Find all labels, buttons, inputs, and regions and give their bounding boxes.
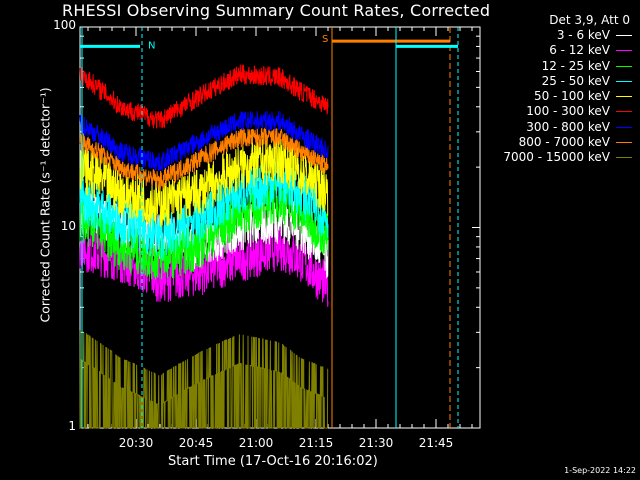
legend-label: 800 - 7000 keV — [518, 135, 610, 150]
legend: Det 3,9, Att 0 3 - 6 keV 6 - 12 keV 12 - 2… — [478, 13, 638, 166]
series-line-7 — [79, 127, 329, 192]
legend-label: 100 - 300 keV — [526, 104, 610, 119]
x-tick-label: 21:30 — [358, 436, 394, 450]
legend-swatch — [616, 80, 632, 82]
series-line-6 — [79, 110, 329, 172]
series-line-2 — [79, 176, 329, 280]
legend-label: 7000 - 15000 keV — [503, 150, 610, 165]
legend-header: Det 3,9, Att 0 — [549, 13, 630, 27]
legend-label: 3 - 6 keV — [556, 28, 610, 42]
x-tick-label: 20:30 — [118, 436, 154, 450]
legend-swatch — [616, 35, 632, 36]
legend-entry: 3 - 6 keV — [478, 28, 638, 43]
legend-swatch — [616, 111, 632, 113]
timestamp: 1-Sep-2022 14:22 — [564, 466, 636, 475]
legend-entry: 300 - 800 keV — [478, 120, 638, 135]
legend-swatch — [616, 126, 632, 128]
series-line-4 — [79, 135, 329, 227]
legend-swatch — [616, 157, 632, 159]
x-tick-label: 21:45 — [418, 436, 454, 450]
legend-entry: 25 - 50 keV — [478, 74, 638, 89]
legend-swatch — [616, 96, 632, 98]
y-tick-label: 1 — [68, 419, 76, 433]
series-line-5 — [79, 64, 329, 129]
x-tick-label: 21:15 — [298, 436, 334, 450]
legend-entry: 7000 - 15000 keV — [478, 150, 638, 165]
night-label: N — [148, 41, 155, 52]
x-axis-label: Start Time (17-Oct-16 20:16:02) — [168, 454, 378, 469]
legend-swatch — [616, 50, 632, 52]
legend-entry: 12 - 25 keV — [478, 59, 638, 74]
legend-label: 300 - 800 keV — [526, 119, 610, 134]
legend-entry: 50 - 100 keV — [478, 89, 638, 104]
chart-title: RHESSI Observing Summary Count Rates, Co… — [62, 1, 491, 20]
legend-label: 50 - 100 keV — [533, 89, 610, 104]
legend-swatch — [616, 65, 632, 67]
y-tick-label: 100 — [53, 18, 76, 32]
y-tick-label: 10 — [60, 218, 76, 233]
saa-label: S — [322, 34, 328, 45]
x-tick-label: 20:45 — [178, 436, 214, 450]
series-line-8 — [79, 330, 329, 429]
x-tick-label: 21:00 — [238, 436, 274, 450]
legend-entry: 800 - 7000 keV — [478, 135, 638, 150]
legend-label: 25 - 50 keV — [541, 73, 610, 88]
legend-label: 6 - 12 keV — [549, 43, 610, 58]
legend-label: 12 - 25 keV — [541, 58, 610, 73]
legend-entry: 100 - 300 keV — [478, 104, 638, 119]
legend-swatch — [616, 142, 632, 144]
legend-entry: 6 - 12 keV — [478, 43, 638, 58]
